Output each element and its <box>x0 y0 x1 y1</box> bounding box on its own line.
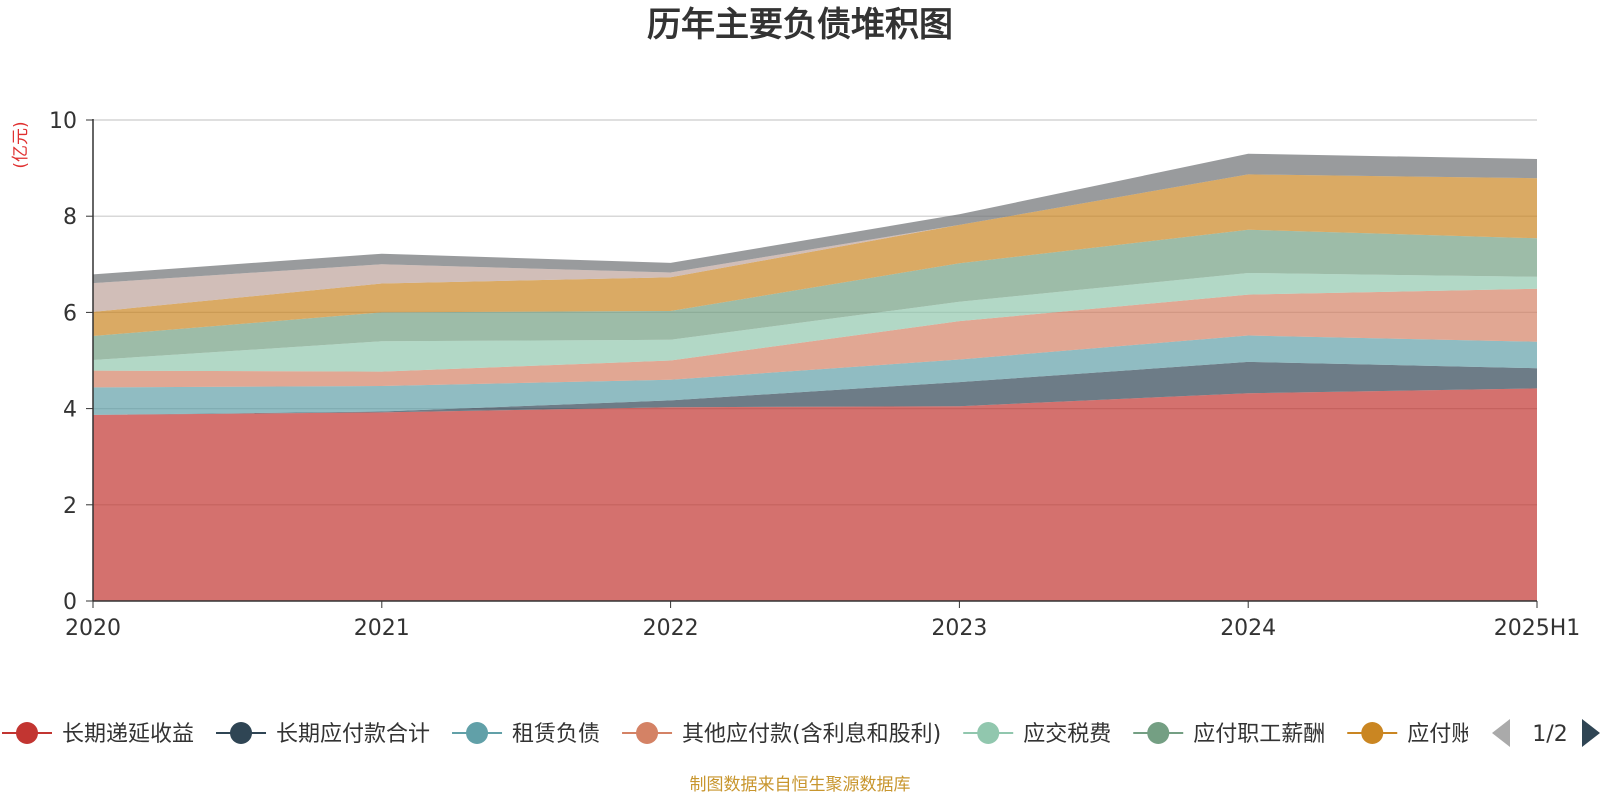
axes: 0 2 4 6 8 10 2020 2021 2022 2023 2024 2025H1 <box>49 109 1580 641</box>
area-series-3 <box>93 288 1537 388</box>
legend-item-5[interactable]: 应付职工薪酬 <box>1133 722 1325 747</box>
area-series-4 <box>93 273 1537 372</box>
area-series-5 <box>93 229 1537 360</box>
x-tick-label: 2022 <box>643 616 699 641</box>
legend-prev-arrow-icon[interactable] <box>1492 719 1510 747</box>
legend-label: 应付职工薪酬 <box>1193 722 1325 747</box>
x-tick-label: 2023 <box>931 616 987 641</box>
legend-item-1[interactable]: 长期应付款合计 <box>216 722 430 747</box>
x-tick-label: 2021 <box>354 616 410 641</box>
plot-area <box>93 153 1537 601</box>
legend-label: 长期递延收益 <box>62 722 194 747</box>
legend-marker-icon <box>16 722 38 744</box>
legend-item-3[interactable]: 其他应付款(含利息和股利) <box>622 722 941 747</box>
legend-marker-icon <box>230 722 253 744</box>
y-tick-label: 10 <box>49 109 77 134</box>
y-tick-label: 2 <box>63 494 77 519</box>
legend-marker-icon <box>1361 722 1384 744</box>
data-source-note: 制图数据来自恒生聚源数据库 <box>690 775 911 795</box>
chart-title: 历年主要负债堆积图 <box>647 5 953 45</box>
legend-marker-icon <box>977 722 1000 744</box>
legend-label: 应交税费 <box>1023 722 1111 747</box>
x-tick-label: 2025H1 <box>1494 616 1581 641</box>
area-series-0 <box>93 388 1537 601</box>
area-series-7 <box>93 174 1537 312</box>
legend-page-indicator: 1/2 <box>1532 722 1567 747</box>
legend-label: 其他应付款(含利息和股利) <box>682 722 941 747</box>
area-series-2 <box>93 335 1537 415</box>
legend-marker-icon <box>1147 722 1170 744</box>
y-tick-label: 8 <box>63 205 77 230</box>
y-tick-label: 6 <box>63 301 77 326</box>
legend-label: 长期应付款合计 <box>276 722 430 747</box>
y-tick-label: 0 <box>63 590 77 615</box>
legend-item-2[interactable]: 租赁负债 <box>452 722 600 747</box>
area-series-8 <box>93 153 1537 284</box>
x-tick-label: 2024 <box>1220 616 1276 641</box>
area-series-6 <box>93 174 1537 336</box>
legend-marker-icon <box>636 722 659 744</box>
legend-label: 应付账款 <box>1407 722 1495 747</box>
legend-next-arrow-icon[interactable] <box>1582 719 1600 747</box>
legend-pager: 1/2 <box>1492 719 1600 747</box>
y-tick-label: 4 <box>63 398 77 423</box>
legend-marker-icon <box>466 722 489 744</box>
legend-item-6[interactable]: 应付账款 <box>1347 722 1495 747</box>
y-axis-unit: (亿元) <box>11 121 31 168</box>
legend-item-4[interactable]: 应交税费 <box>963 722 1111 747</box>
x-tick-label: 2020 <box>65 616 121 641</box>
legend-label: 租赁负债 <box>512 722 600 747</box>
legend: 长期递延收益 长期应付款合计 租赁负债 其他应付款(含利息和股利) 应交税费 应付职工薪酬… <box>2 722 1495 747</box>
area-series-1 <box>93 361 1537 415</box>
legend-item-0[interactable]: 长期递延收益 <box>2 722 194 747</box>
